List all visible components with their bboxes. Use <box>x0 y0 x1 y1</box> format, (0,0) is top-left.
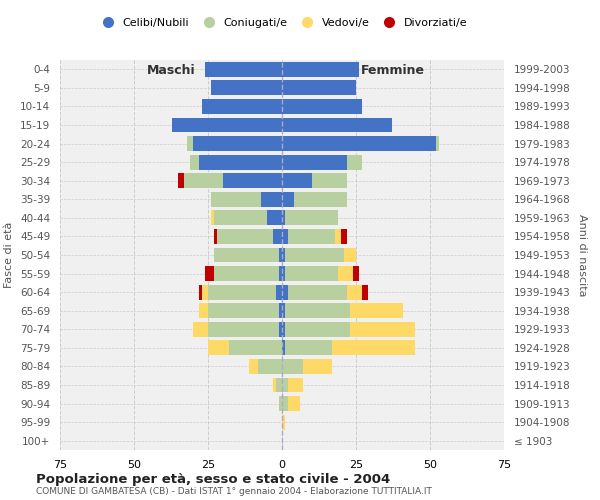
Bar <box>279 322 282 336</box>
Bar <box>303 359 332 374</box>
Bar <box>282 99 362 114</box>
Bar <box>211 80 282 96</box>
Bar <box>208 284 276 300</box>
Bar <box>341 229 347 244</box>
Bar <box>250 359 259 374</box>
Bar <box>205 62 282 76</box>
Bar <box>279 266 282 281</box>
Bar <box>285 340 332 355</box>
Bar <box>338 266 353 281</box>
Bar <box>276 378 282 392</box>
Bar <box>282 304 285 318</box>
Bar <box>282 266 285 281</box>
Bar <box>214 229 217 244</box>
Bar <box>193 322 208 336</box>
Bar <box>208 340 229 355</box>
Bar <box>282 62 359 76</box>
Bar <box>282 80 356 96</box>
Bar <box>273 229 282 244</box>
Bar <box>282 340 285 355</box>
Bar <box>311 174 347 188</box>
Bar <box>335 229 341 244</box>
Bar <box>282 248 285 262</box>
Bar <box>282 378 288 392</box>
Bar <box>187 136 193 151</box>
Bar <box>282 414 285 430</box>
Bar <box>202 284 208 300</box>
Bar <box>350 322 415 336</box>
Bar <box>436 136 439 151</box>
Bar <box>214 248 279 262</box>
Bar <box>190 154 199 170</box>
Bar <box>259 359 282 374</box>
Bar <box>353 266 359 281</box>
Bar <box>223 174 282 188</box>
Bar <box>344 248 356 262</box>
Bar <box>282 396 288 411</box>
Bar <box>273 378 276 392</box>
Bar <box>285 322 350 336</box>
Bar <box>208 304 279 318</box>
Bar <box>282 154 347 170</box>
Bar <box>285 266 338 281</box>
Bar <box>282 192 294 206</box>
Bar <box>214 210 267 226</box>
Bar <box>350 304 403 318</box>
Bar <box>285 304 350 318</box>
Bar <box>202 99 282 114</box>
Bar <box>276 284 282 300</box>
Bar <box>208 322 279 336</box>
Text: Popolazione per età, sesso e stato civile - 2004: Popolazione per età, sesso e stato civil… <box>36 472 390 486</box>
Bar <box>184 174 223 188</box>
Bar <box>214 266 279 281</box>
Bar <box>282 118 392 132</box>
Bar <box>332 340 415 355</box>
Bar <box>279 248 282 262</box>
Bar <box>294 192 347 206</box>
Bar <box>199 284 202 300</box>
Bar <box>282 229 288 244</box>
Text: Maschi: Maschi <box>146 64 196 76</box>
Bar <box>279 396 282 411</box>
Bar <box>217 229 273 244</box>
Bar <box>285 248 344 262</box>
Bar <box>285 210 338 226</box>
Bar <box>193 136 282 151</box>
Bar <box>282 210 285 226</box>
Bar <box>199 304 208 318</box>
Bar <box>288 229 335 244</box>
Bar <box>362 284 368 300</box>
Bar <box>211 210 214 226</box>
Bar <box>229 340 282 355</box>
Y-axis label: Fasce di età: Fasce di età <box>4 222 14 288</box>
Bar <box>261 192 282 206</box>
Bar <box>178 174 184 188</box>
Bar <box>282 174 311 188</box>
Bar <box>267 210 282 226</box>
Bar <box>288 284 347 300</box>
Bar <box>199 154 282 170</box>
Bar <box>205 266 214 281</box>
Bar <box>282 284 288 300</box>
Bar <box>347 284 362 300</box>
Bar <box>282 136 436 151</box>
Text: COMUNE DI GAMBATESA (CB) - Dati ISTAT 1° gennaio 2004 - Elaborazione TUTTITALIA.: COMUNE DI GAMBATESA (CB) - Dati ISTAT 1°… <box>36 487 432 496</box>
Bar <box>172 118 282 132</box>
Bar <box>347 154 362 170</box>
Y-axis label: Anni di nascita: Anni di nascita <box>577 214 587 296</box>
Bar <box>282 322 285 336</box>
Bar <box>279 304 282 318</box>
Text: Femmine: Femmine <box>361 64 425 76</box>
Legend: Celibi/Nubili, Coniugati/e, Vedovi/e, Divorziati/e: Celibi/Nubili, Coniugati/e, Vedovi/e, Di… <box>93 15 471 32</box>
Bar <box>282 359 303 374</box>
Bar <box>211 192 261 206</box>
Bar <box>288 396 300 411</box>
Bar <box>288 378 303 392</box>
